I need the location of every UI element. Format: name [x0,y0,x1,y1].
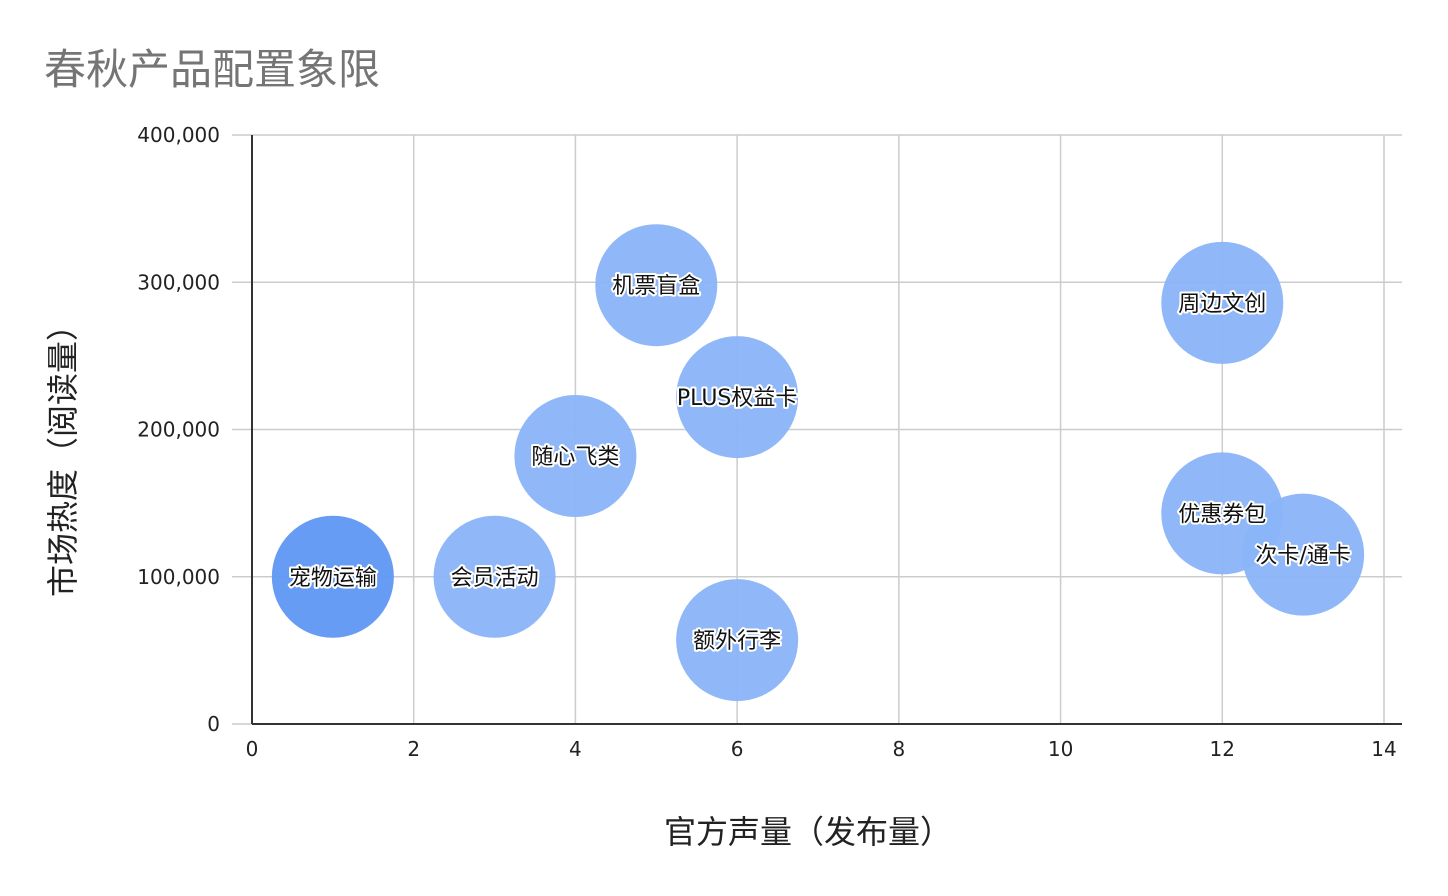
bubble [595,224,718,347]
y-tick-label: 100,000 [137,565,220,589]
x-tick-label: 10 [1048,737,1073,761]
bubble-label: 周边文创 [1178,292,1266,317]
x-axis-ticks: 0 2 4 6 8 10 12 14 [246,737,1397,761]
bubble [1242,493,1365,616]
bubbles [271,224,1365,702]
bubble-label: 额外行李 [693,629,781,654]
y-tick-label: 300,000 [137,270,220,294]
chart-title: 春秋产品配置象限 [44,45,380,94]
bubble-label: 宠物运输 [289,566,377,591]
x-axis-title: 官方声量（发布量） [664,813,952,851]
bubble [1161,241,1284,364]
x-tick-label: 4 [569,737,582,761]
grid [232,134,1402,725]
bubble [514,395,637,518]
y-tick-label: 400,000 [137,123,220,147]
bubble-label: 次卡/通卡 [1255,544,1350,569]
bubble [433,515,556,638]
x-tick-label: 2 [407,737,420,761]
bubble-label: 随心飞类 [531,445,619,470]
bubble-label: PLUS权益卡 [677,386,798,411]
x-tick-label: 6 [731,737,744,761]
x-tick-label: 8 [892,737,905,761]
bubble [271,515,394,638]
x-tick-label: 14 [1371,737,1396,761]
y-axis-title: 市场热度（阅读量） [44,309,82,597]
bubble [676,336,799,459]
y-axis-ticks: 0 100,000 200,000 300,000 400,000 [137,123,220,736]
bubble-label: 优惠券包 [1178,502,1266,527]
x-tick-label: 12 [1210,737,1235,761]
bubble-label: 机票盲盒 [612,274,700,299]
bubble-label: 会员活动 [451,566,539,591]
axes [251,135,1402,725]
x-tick-label: 0 [246,737,259,761]
y-tick-label: 200,000 [137,418,220,442]
y-tick-label: 0 [207,712,220,736]
bubble [676,579,799,702]
